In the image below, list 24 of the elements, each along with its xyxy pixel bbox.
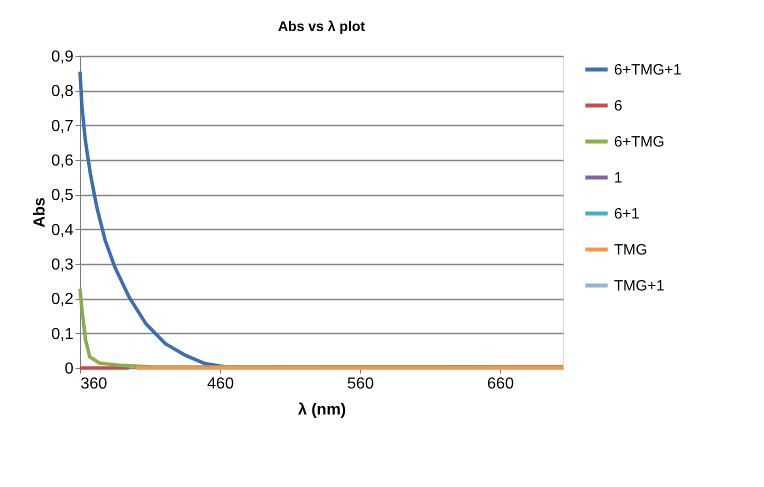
y-tick-label: 0,9 (51, 48, 74, 66)
y-tick-label: 0 (64, 360, 74, 378)
y-tick-label: 0,5 (51, 187, 74, 204)
y-tick-label: 0,6 (51, 152, 74, 170)
x-axis-title: λ (nm) (298, 402, 346, 418)
y-tick-label: 0,7 (51, 118, 74, 135)
x-tick-label: 360 (80, 376, 108, 392)
y-tick-label: 0,3 (51, 256, 74, 274)
y-tick-label: 0,2 (51, 291, 74, 308)
chart-title: Abs vs λ plot (278, 18, 366, 34)
legend-label: TMG+1 (614, 278, 664, 294)
y-axis-title: Abs (31, 197, 48, 228)
y-tick-label: 0,4 (51, 222, 74, 239)
y-tick-label: 0,8 (51, 83, 74, 100)
legend-label: 6+TMG (614, 134, 664, 150)
y-tick-label: 0,1 (51, 326, 74, 343)
legend-label: 6+1 (614, 206, 640, 222)
legend-label: 6+TMG+1 (614, 62, 682, 78)
x-tick-label: 560 (347, 376, 374, 392)
legend-label: TMG (614, 242, 648, 258)
x-tick-label: 660 (487, 376, 514, 392)
legend-label: 1 (614, 170, 622, 186)
x-tick-label: 460 (207, 376, 234, 392)
legend-label: 6 (614, 98, 622, 114)
